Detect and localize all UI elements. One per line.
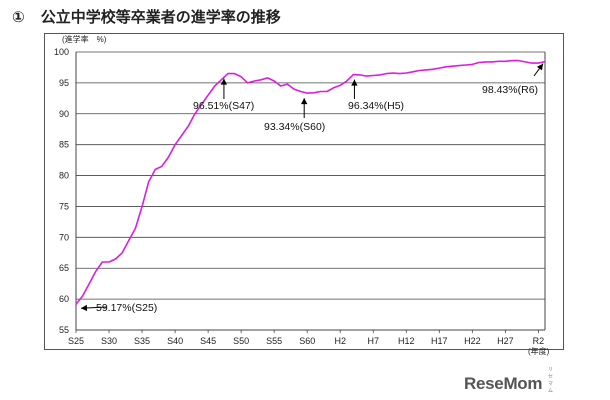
chart-frame bbox=[44, 33, 564, 350]
y-axis-label: (進学率 %) bbox=[62, 34, 107, 44]
annotation-label: 93.34%(S60) bbox=[264, 121, 325, 133]
series-line-advancement-rate bbox=[75, 59, 546, 305]
x-tick-label: S25 bbox=[68, 336, 84, 346]
logo-text: ReseMom bbox=[464, 374, 543, 393]
x-tick-label: H2 bbox=[334, 336, 346, 346]
y-tick-label: 95 bbox=[59, 78, 69, 88]
annotation-label: 96.51%(S47) bbox=[193, 100, 254, 112]
annotation-label: 59.17%(S25) bbox=[96, 302, 157, 314]
heading-title: 公立中学校等卒業者の進学率の推移 bbox=[40, 8, 281, 26]
chart-heading: ① 公立中学校等卒業者の進学率の推移 bbox=[12, 6, 281, 27]
y-tick-label: 100 bbox=[54, 47, 69, 57]
x-tick-label: H12 bbox=[398, 336, 415, 346]
x-tick-label: S60 bbox=[299, 336, 315, 346]
heading-number: ① bbox=[12, 8, 25, 26]
x-tick-label: H22 bbox=[464, 336, 481, 346]
x-tick-label: H7 bbox=[367, 336, 379, 346]
annotation-label: 98.43%(R6) bbox=[482, 84, 538, 96]
x-tick-label: S30 bbox=[101, 336, 117, 346]
annotation-arrow-head bbox=[220, 78, 228, 85]
x-tick-label: H17 bbox=[431, 336, 448, 346]
logo-small-text: リセマム bbox=[548, 367, 553, 394]
x-tick-label: S35 bbox=[134, 336, 150, 346]
x-tick-label: S40 bbox=[167, 336, 183, 346]
y-tick-label: 80 bbox=[59, 171, 69, 181]
x-tick-label: H27 bbox=[497, 336, 514, 346]
x-tick-label: S55 bbox=[266, 336, 282, 346]
annotation-arrow-head bbox=[81, 304, 88, 312]
y-tick-label: 60 bbox=[59, 294, 69, 304]
x-tick-label: S50 bbox=[233, 336, 249, 346]
annotation-label: 96.34%(H5) bbox=[348, 100, 404, 112]
resemom-logo: ReseMom リセマム bbox=[464, 367, 553, 394]
annotation-arrow-head bbox=[301, 98, 308, 105]
x-tick-label: R2 bbox=[533, 336, 545, 346]
y-tick-label: 65 bbox=[59, 263, 69, 273]
y-tick-label: 70 bbox=[59, 232, 69, 242]
y-tick-label: 90 bbox=[59, 109, 69, 119]
y-tick-label: 55 bbox=[59, 325, 69, 335]
x-axis-label: (年度) bbox=[528, 346, 550, 356]
y-tick-label: 75 bbox=[59, 201, 69, 211]
y-tick-label: 85 bbox=[59, 140, 69, 150]
annotation-arrow-head bbox=[536, 63, 543, 71]
annotation-arrow-head bbox=[351, 79, 358, 86]
x-tick-label: S45 bbox=[200, 336, 216, 346]
